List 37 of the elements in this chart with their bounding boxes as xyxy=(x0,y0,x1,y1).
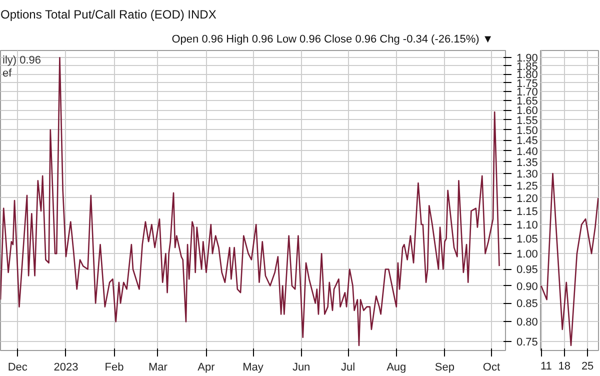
chart-title: Options Total Put/Call Ratio (EOD) INDX xyxy=(0,8,216,22)
x-tick-label: 11 xyxy=(540,360,552,372)
y-tick-label: 1.40 xyxy=(516,146,538,158)
x-tick-label: Mar xyxy=(148,362,168,374)
x-tick-label: Aug xyxy=(386,362,406,374)
y-tick-label: 1.35 xyxy=(516,156,538,169)
x-tick-label: Dec xyxy=(8,362,28,374)
x-tick-label: Sep xyxy=(434,362,455,374)
annotation: ily) 0.96 xyxy=(2,54,42,66)
y-tick-label: 0.75 xyxy=(516,336,538,348)
y-tick-label: 1.30 xyxy=(516,168,538,180)
y-tick-label: 1.50 xyxy=(516,124,538,137)
y-tick-label: 1.00 xyxy=(516,248,538,261)
line-series xyxy=(0,56,500,346)
x-tick-label: Oct xyxy=(482,362,500,374)
y-tick-label: 1.10 xyxy=(516,219,538,232)
x-tick-label: 18 xyxy=(558,360,570,372)
text: Open 0.96 High 0.96 Low 0.96 Close 0.96 Chg -0.34 (-26.15%) ▼ xyxy=(172,34,494,46)
y-tick-label: 1.60 xyxy=(516,105,538,118)
x-tick-label: May xyxy=(242,362,264,374)
y-tick-label: 0.90 xyxy=(516,280,538,293)
y-tick-label: 1.15 xyxy=(516,206,538,218)
y-tick-label: 0.95 xyxy=(516,264,538,276)
y-tick-label: 1.25 xyxy=(516,180,538,192)
x-tick-label: 2023 xyxy=(54,362,78,374)
x-tick-label: Jun xyxy=(292,362,310,374)
y-tick-label: 0.80 xyxy=(516,316,538,329)
y-tick-label: 1.05 xyxy=(516,234,538,246)
x-tick-label: 25 xyxy=(581,360,594,372)
y-tick-label: 1.20 xyxy=(516,192,538,205)
y-tick-label: 1.55 xyxy=(516,114,538,127)
x-tick-label: Apr xyxy=(198,362,216,374)
y-tick-label: 1.45 xyxy=(516,135,538,148)
annotation: ef xyxy=(2,68,13,80)
x-tick-label: Jul xyxy=(341,362,356,374)
y-tick-label: 0.85 xyxy=(516,298,538,310)
x-tick-label: Feb xyxy=(104,362,124,374)
